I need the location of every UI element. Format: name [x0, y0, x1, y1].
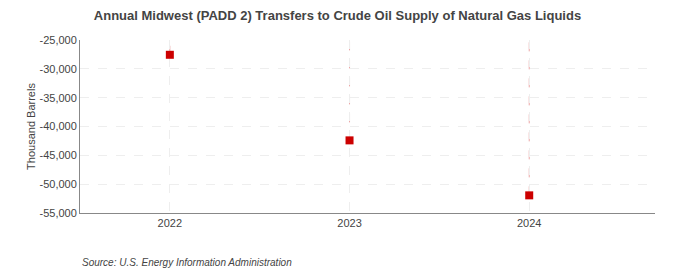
svg-text:-40,000: -40,000 — [39, 120, 76, 132]
svg-text:Thousand Barrels: Thousand Barrels — [25, 83, 37, 170]
svg-text:-30,000: -30,000 — [39, 63, 76, 75]
svg-text:Annual Midwest (PADD 2) Transf: Annual Midwest (PADD 2) Transfers to Cru… — [94, 8, 581, 23]
svg-text:-25,000: -25,000 — [39, 34, 76, 46]
svg-text:-45,000: -45,000 — [39, 149, 76, 161]
svg-text:2023: 2023 — [337, 217, 361, 229]
svg-text:-35,000: -35,000 — [39, 92, 76, 104]
svg-text:-55,000: -55,000 — [39, 207, 76, 219]
svg-text:2024: 2024 — [517, 217, 541, 229]
svg-text:-50,000: -50,000 — [39, 178, 76, 190]
svg-text:2022: 2022 — [158, 217, 182, 229]
svg-text:Source: U.S. Energy Informatio: Source: U.S. Energy Information Administ… — [82, 257, 292, 268]
